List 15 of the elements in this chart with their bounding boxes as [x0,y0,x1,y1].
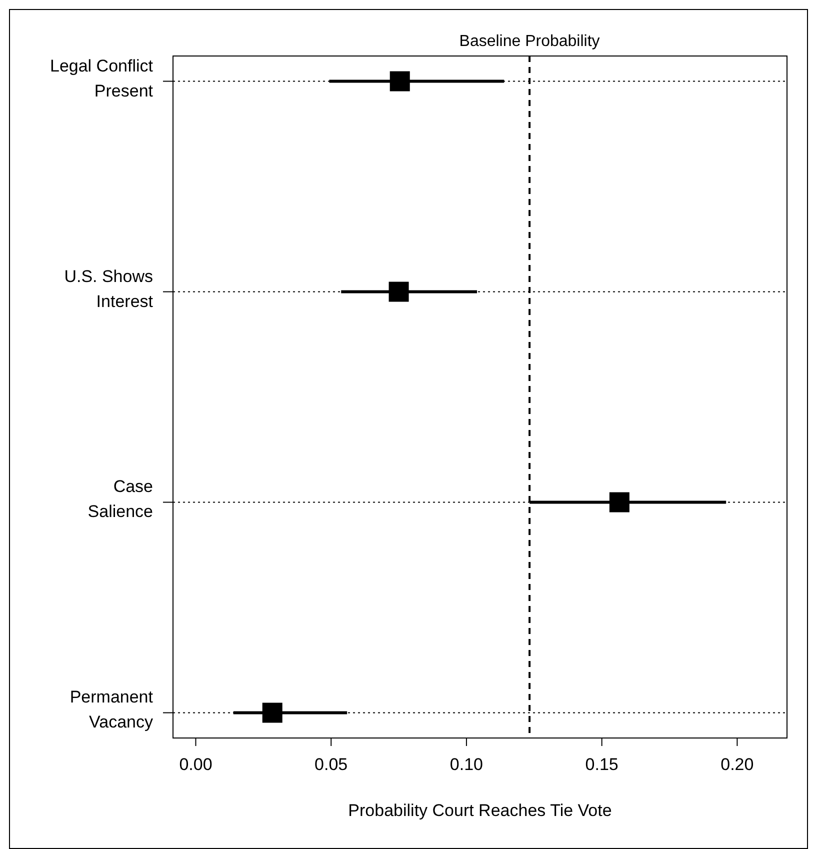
x-tick-label: 0.10 [450,755,484,774]
x-tick-label: 0.00 [179,755,212,774]
y-tick-label: Case Salience [88,477,153,522]
y-tick-label: Legal Conflict Present [50,56,154,100]
ref-line-label: Baseline Probability [459,33,600,50]
point [388,282,409,302]
x-tick-label: 0.05 [314,755,348,774]
point [262,702,282,723]
x-tick-label: 0.20 [720,755,754,774]
x-tick-label: 0.15 [585,755,618,774]
point [609,492,630,512]
x-axis-title: Probability Court Reaches Tie Vote [348,801,612,820]
y-tick-label: U.S. Shows Interest [64,266,154,311]
y-tick-label: Permanent Vacancy [70,688,154,732]
point [390,71,410,92]
